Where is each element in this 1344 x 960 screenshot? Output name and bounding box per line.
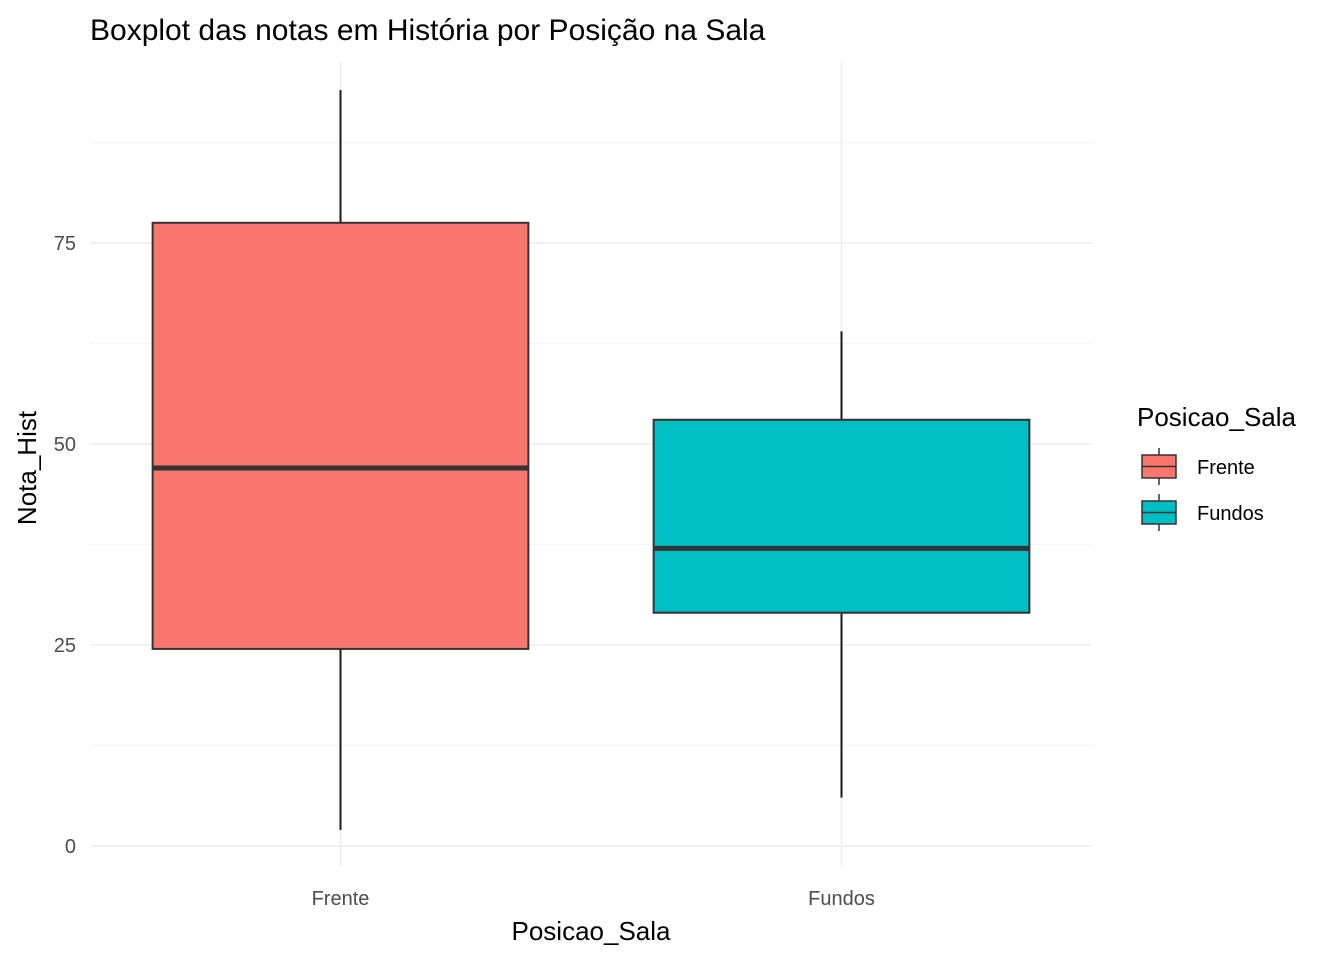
- y-tick-labels: 0 25 50 75: [54, 233, 76, 858]
- y-tick-label: 25: [54, 635, 76, 657]
- x-axis-title: Posicao_Sala: [512, 916, 672, 946]
- chart-title: Boxplot das notas em História por Posiçã…: [90, 14, 766, 47]
- boxes-layer: [151, 90, 1031, 830]
- box-frente: [151, 90, 530, 830]
- x-tick-labels: Frente Fundos: [312, 888, 875, 910]
- legend-key-fundos: [1141, 494, 1177, 531]
- legend-title: Posicao_Sala: [1137, 402, 1297, 432]
- y-tick-label: 50: [54, 434, 76, 456]
- iqr-box: [652, 418, 1031, 614]
- y-tick-label: 0: [65, 836, 76, 858]
- box-fundos: [652, 331, 1031, 798]
- legend-label: Fundos: [1197, 503, 1264, 525]
- y-axis-title: Nota_Hist: [12, 410, 42, 525]
- y-tick-label: 75: [54, 233, 76, 255]
- x-tick-label: Frente: [312, 888, 370, 910]
- iqr-box: [151, 221, 530, 650]
- legend: Posicao_Sala Frente Fundos: [1137, 402, 1297, 531]
- legend-key-frente: [1141, 448, 1177, 485]
- x-tick-label: Fundos: [808, 888, 875, 910]
- legend-label: Frente: [1197, 457, 1255, 479]
